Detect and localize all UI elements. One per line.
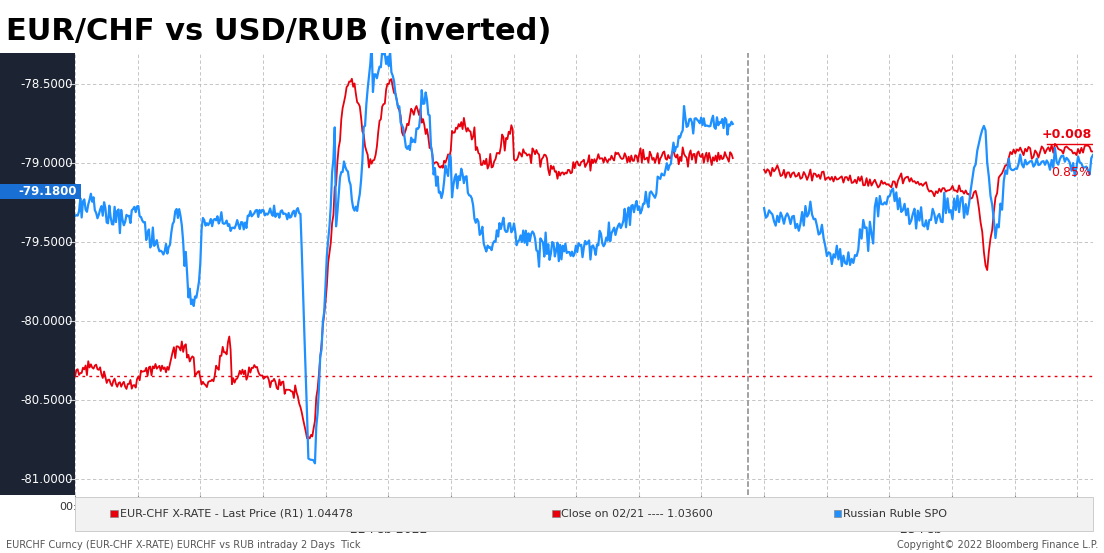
Text: -79.5000: -79.5000 <box>20 236 73 249</box>
Text: EUR-CHF X-RATE - Last Price (R1) 1.04478: EUR-CHF X-RATE - Last Price (R1) 1.04478 <box>119 509 352 519</box>
Text: Copyright© 2022 Bloomberg Finance L.P.: Copyright© 2022 Bloomberg Finance L.P. <box>898 540 1098 550</box>
Text: -79.1800: -79.1800 <box>19 185 77 198</box>
Text: -81.0000: -81.0000 <box>20 473 73 486</box>
Text: -80.0000: -80.0000 <box>21 315 73 327</box>
Text: 23 Feb: 23 Feb <box>900 523 942 536</box>
Text: -78.5000: -78.5000 <box>20 77 73 91</box>
Text: Close on 02/21 ---- 1.03600: Close on 02/21 ---- 1.03600 <box>561 509 713 519</box>
Text: EURCHF Curncy (EUR-CHF X-RATE) EURCHF vs RUB intraday 2 Days  Tick: EURCHF Curncy (EUR-CHF X-RATE) EURCHF vs… <box>6 540 360 550</box>
Text: 0.85%: 0.85% <box>1051 166 1092 179</box>
Text: EUR/CHF vs USD/RUB (inverted): EUR/CHF vs USD/RUB (inverted) <box>6 17 551 45</box>
Text: +0.008: +0.008 <box>1041 128 1092 141</box>
Text: Russian Ruble SPO: Russian Ruble SPO <box>842 509 947 519</box>
Text: -80.5000: -80.5000 <box>21 394 73 406</box>
Text: -79.0000: -79.0000 <box>20 156 73 170</box>
Text: 22 Feb 2022: 22 Feb 2022 <box>350 523 427 536</box>
